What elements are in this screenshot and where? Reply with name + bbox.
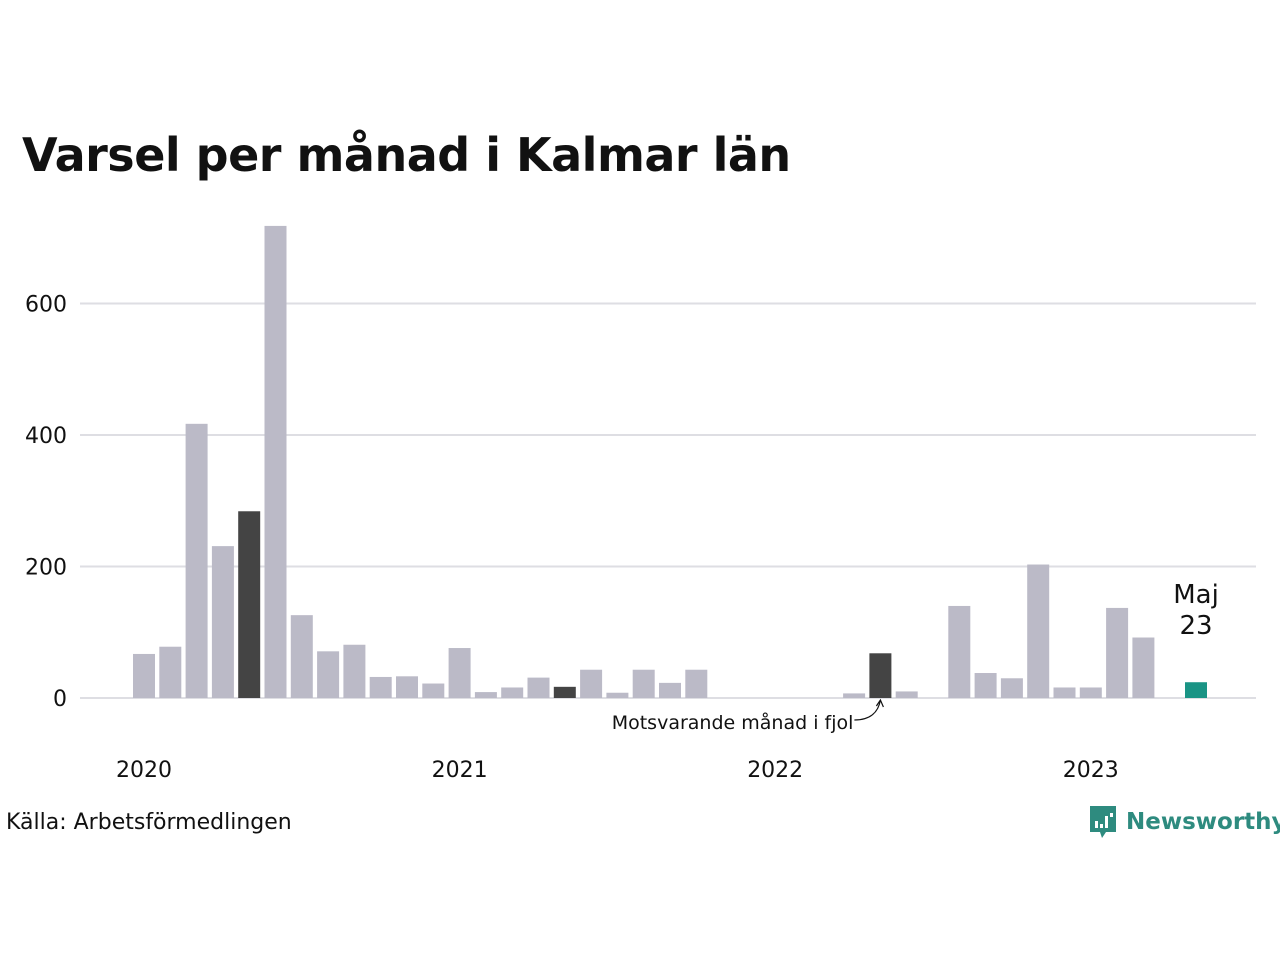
bar xyxy=(133,653,155,698)
bar xyxy=(211,546,234,698)
x-tick-label: 2022 xyxy=(747,758,803,783)
bar xyxy=(1000,678,1023,698)
bar xyxy=(369,676,392,698)
bar xyxy=(1027,564,1050,698)
bar-same-month-previous-year xyxy=(238,511,261,698)
bar xyxy=(606,692,629,698)
bar xyxy=(159,646,182,698)
y-tick-label: 400 xyxy=(25,424,67,449)
current-month-label: Maj xyxy=(1173,580,1219,610)
bars xyxy=(133,225,1207,699)
bar xyxy=(474,692,497,698)
bar xyxy=(1106,607,1129,698)
bar xyxy=(501,687,524,698)
brand-name: Newsworthy xyxy=(1126,809,1280,835)
chart-title: Varsel per månad i Kalmar län xyxy=(22,128,791,182)
bar xyxy=(948,605,971,698)
bar-current-month xyxy=(1185,682,1207,698)
y-tick-label: 600 xyxy=(25,293,67,318)
bar xyxy=(580,669,603,698)
bar xyxy=(343,644,366,698)
axis-labels: 0 200 400 600 2020 2021 2022 2023 xyxy=(25,293,1119,784)
bar xyxy=(185,423,208,698)
source-credit: Källa: Arbetsförmedlingen xyxy=(6,810,292,835)
x-tick-label: 2020 xyxy=(116,758,172,783)
bar-same-month-previous-year xyxy=(869,653,892,698)
bar xyxy=(632,669,655,698)
bar xyxy=(1132,637,1155,698)
bar xyxy=(685,669,708,698)
bar xyxy=(895,691,918,698)
x-tick-label: 2023 xyxy=(1063,758,1119,783)
bar-same-month-previous-year xyxy=(553,686,576,698)
bar xyxy=(317,651,340,698)
bar xyxy=(448,648,471,698)
bar xyxy=(659,682,681,698)
bar xyxy=(1053,687,1076,698)
bar xyxy=(843,693,866,698)
newsworthy-logo-icon xyxy=(1090,806,1116,838)
brand-logo: Newsworthy xyxy=(1088,804,1280,840)
bar xyxy=(974,673,997,698)
y-tick-label: 200 xyxy=(25,556,67,581)
bar xyxy=(422,683,445,698)
x-tick-label: 2021 xyxy=(432,758,488,783)
annotation-arrow xyxy=(854,698,884,721)
previous-year-annotation: Motsvarande månad i fjol xyxy=(612,711,854,734)
annotations: Motsvarande månad i fjol Maj 23 xyxy=(612,580,1219,734)
bar xyxy=(396,676,418,698)
bar xyxy=(527,677,550,698)
bar xyxy=(1079,687,1102,698)
y-tick-label: 0 xyxy=(53,687,67,712)
bar xyxy=(290,615,313,698)
current-value-label: 23 xyxy=(1179,611,1212,641)
bar xyxy=(264,225,287,699)
